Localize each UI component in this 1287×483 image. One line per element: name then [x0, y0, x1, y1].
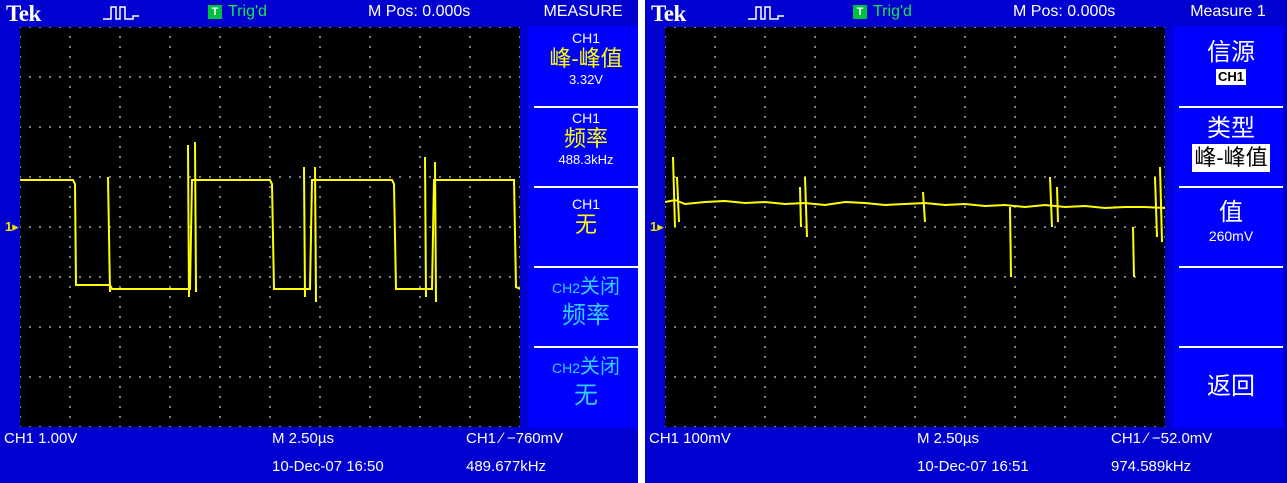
trigger-level: CH1 ∕ −52.0mV	[1111, 430, 1213, 447]
measure-type: 峰-峰值	[549, 46, 623, 71]
scope-right: Tek T Trig'd M Pos: 0.000s Measure 1 ▼ 1…	[645, 0, 1283, 483]
value-option: 值 260mV	[1179, 188, 1283, 268]
acquire-pulse-icon	[103, 6, 139, 20]
measure-value: 488.3kHz	[558, 152, 614, 167]
measure-source: CH1	[571, 196, 600, 212]
menu-title: Measure 1	[1190, 3, 1266, 20]
measure-source: CH1	[571, 110, 600, 126]
source-value: CH1	[1215, 69, 1246, 85]
waveform-display	[20, 27, 520, 427]
ch1-waveform	[665, 156, 1165, 278]
back-label: 返回	[1207, 373, 1255, 400]
trigger-frequency: 974.589kHz	[1111, 458, 1192, 475]
channel-scale: CH1 1.00V	[4, 430, 78, 447]
datetime: 10-Dec-07 16:51	[917, 458, 1029, 475]
horizontal-position: M Pos: 0.000s	[1013, 3, 1116, 20]
source-option[interactable]: 信源 CH1	[1179, 28, 1283, 108]
brand-logo: Tek	[6, 1, 41, 26]
trigger-status-icon: T	[208, 5, 222, 19]
measure-slot-2[interactable]: CH1 频率 488.3kHz	[534, 108, 638, 188]
measure1-menu: 信源 CH1 类型 峰-峰值 值 260mV 返回	[1173, 26, 1283, 428]
trigger-level: CH1 ∕ −760mV	[466, 430, 564, 447]
value-label: 值	[1219, 199, 1243, 226]
measure-type: 频率	[562, 302, 610, 329]
trigger-status: Trig'd	[228, 3, 267, 20]
measure-value: 3.32V	[569, 72, 603, 87]
timebase: M 2.50µs	[917, 430, 979, 447]
measure-menu: CH1 峰-峰值 3.32V CH1 频率 488.3kHz CH1 无 CH2…	[528, 26, 638, 428]
brand-logo: Tek	[651, 1, 686, 26]
back-button[interactable]: 返回	[1179, 348, 1283, 428]
type-label: 类型	[1207, 115, 1255, 142]
channel-1-marker: 1▸	[650, 219, 664, 234]
waveform-display	[665, 27, 1165, 427]
measure-slot-1[interactable]: CH1 峰-峰值 3.32V	[534, 28, 638, 108]
divider	[638, 0, 645, 483]
type-option[interactable]: 类型 峰-峰值	[1179, 108, 1283, 188]
scope-left: Tek T Trig'd M Pos: 0.000s MEASURE ▼ 1▸ …	[0, 0, 638, 483]
measure-source: CH2关闭	[551, 356, 620, 378]
readout-bar: CH1 1.00V M 2.50µs CH1 ∕ −760mV 10-Dec-0…	[0, 428, 638, 483]
measure-slot-4[interactable]: CH2关闭 频率	[534, 268, 638, 348]
trigger-frequency: 489.677kHz	[466, 458, 547, 475]
empty-option	[1179, 268, 1283, 348]
datetime: 10-Dec-07 16:50	[272, 458, 384, 475]
channel-scale: CH1 100mV	[649, 430, 731, 447]
trigger-status: Trig'd	[873, 3, 912, 20]
status-bar: Tek T Trig'd M Pos: 0.000s MEASURE	[0, 0, 638, 26]
measure-type: 无	[574, 382, 598, 409]
value-reading: 260mV	[1208, 228, 1254, 244]
menu-title: MEASURE	[543, 3, 623, 20]
horizontal-position: M Pos: 0.000s	[368, 3, 471, 20]
trigger-status-icon: T	[853, 5, 867, 19]
measure-slot-3[interactable]: CH1 无	[534, 188, 638, 268]
measure-type: 频率	[563, 126, 608, 151]
channel-1-marker: 1▸	[5, 219, 19, 234]
status-bar: Tek T Trig'd M Pos: 0.000s Measure 1	[645, 0, 1283, 26]
timebase: M 2.50µs	[272, 430, 334, 447]
measure-slot-5[interactable]: CH2关闭 无	[534, 348, 638, 428]
type-value: 峰-峰值	[1192, 144, 1270, 172]
measure-type: 无	[574, 212, 597, 237]
acquire-pulse-icon	[748, 6, 784, 20]
measure-source: CH2关闭	[551, 276, 620, 298]
source-label: 信源	[1207, 39, 1255, 66]
ch1-waveform	[20, 141, 520, 303]
readout-bar: CH1 100mV M 2.50µs CH1 ∕ −52.0mV 10-Dec-…	[645, 428, 1283, 483]
measure-source: CH1	[571, 30, 600, 46]
